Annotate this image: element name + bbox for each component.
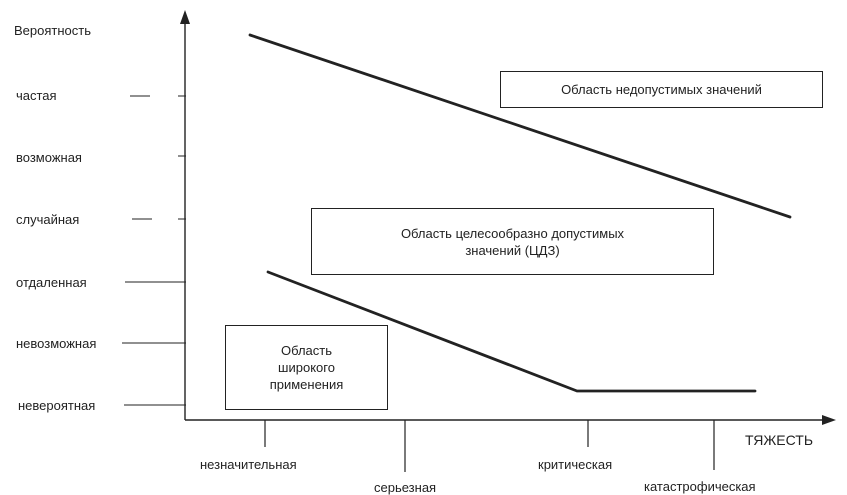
x-axis-title: ТЯЖЕСТЬ [745,432,814,448]
y-level-random: случайная [16,212,80,227]
region-unacceptable: Область недопустимых значений [500,71,823,108]
x-level-serious: серьезная [374,480,437,495]
upper-boundary-line [248,33,792,219]
region-unacceptable-label: Область недопустимых значений [561,82,762,97]
region-alarp: Область целесообразно допустимых значени… [311,208,714,275]
region-broad-line3: применения [269,377,344,392]
y-level-incredible: невероятная [18,398,96,413]
region-broad-line2: широкого [278,360,335,375]
y-level-impossible: невозможная [16,336,97,351]
y-level-frequent: частая [16,88,57,103]
y-axis-title: Вероятность [14,23,91,38]
x-level-critical: критическая [538,457,613,472]
y-axis-arrow [180,10,190,24]
y-level-remote: отдаленная [16,275,87,290]
region-alarp-line1: Область целесообразно допустимых [400,225,625,241]
region-alarp-line2: значений (ЦДЗ) [465,242,560,258]
x-level-catastrophic: катастрофическая [644,479,756,494]
region-broad-line1: Область [280,343,333,358]
y-level-possible: возможная [16,150,82,165]
x-axis-arrow [822,415,836,425]
lower-boundary-line [266,270,757,393]
x-level-minor: незначительная [200,457,297,472]
region-broad: Область широкого применения [225,325,388,410]
